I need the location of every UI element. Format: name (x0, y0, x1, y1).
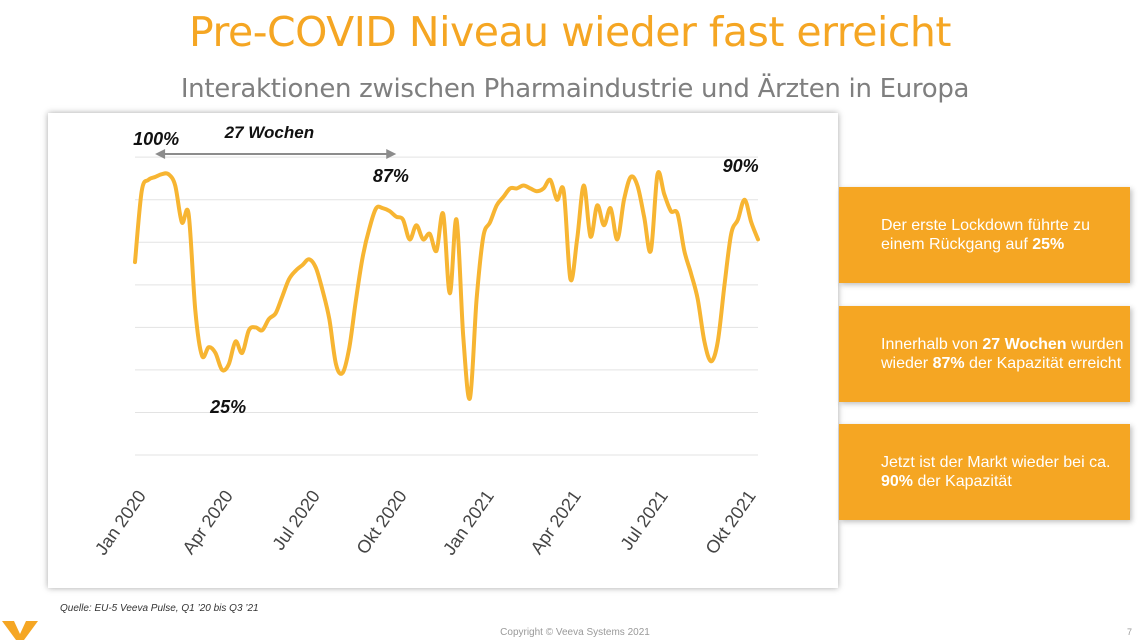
data-label: 87% (372, 166, 409, 187)
info-box-recovery: Innerhalb von 27 Wochen wurden wieder 87… (839, 306, 1130, 402)
chart-panel: Jan 2020 Apr 2020 Jul 2020 Okt 2020 Jan 2021… (48, 113, 838, 588)
info-box-recovery-text: Innerhalb von 27 Wochen wurden wieder 87… (881, 336, 1124, 372)
veeva-logo-icon (2, 621, 38, 640)
data-label: 100% (133, 129, 180, 150)
span-arrow-label: 27 Wochen (224, 123, 315, 142)
series-line-interaktionen (133, 170, 760, 401)
source-note: Quelle: EU-5 Veeva Pulse, Q1 ’20 bis Q3 … (60, 603, 259, 614)
line-chart (133, 149, 760, 456)
slide-subtitle: Interaktionen zwischen Pharmaindustrie u… (180, 74, 970, 104)
span-arrow (155, 149, 397, 159)
info-box-lockdown: Der erste Lockdown führte zu einem Rückg… (839, 187, 1130, 283)
slide-title: Pre-COVID Niveau wieder fast erreicht (189, 8, 951, 56)
info-box-lockdown-text: Der erste Lockdown führte zu einem Rückg… (881, 217, 1090, 253)
info-box-current-text: Jetzt ist der Markt wieder bei ca. 90% d… (881, 454, 1111, 490)
copyright: Copyright © Veeva Systems 2021 (500, 627, 650, 638)
data-label: 90% (722, 155, 759, 176)
data-label: 25% (210, 396, 247, 417)
info-box-current: Jetzt ist der Markt wieder bei ca. 90% d… (839, 424, 1130, 520)
page-number: 7 (1126, 627, 1132, 637)
